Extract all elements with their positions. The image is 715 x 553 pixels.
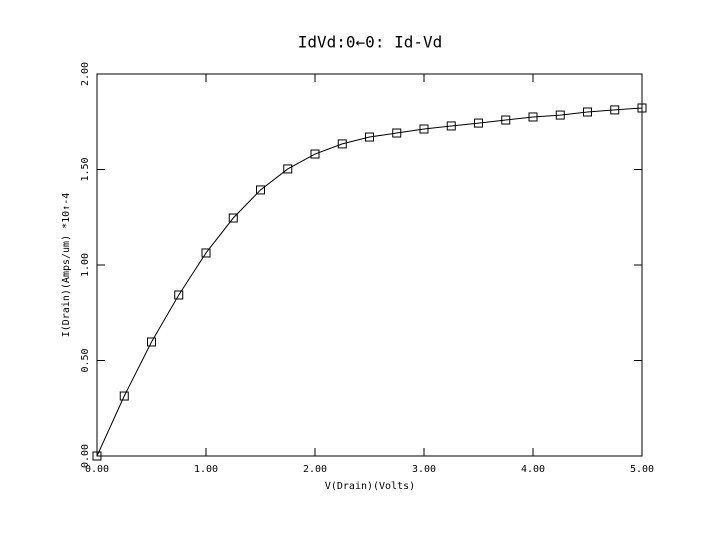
data-marker bbox=[583, 107, 592, 117]
x-tick-label: 2.00 bbox=[303, 464, 327, 475]
data-marker bbox=[419, 124, 429, 134]
data-marker bbox=[119, 391, 129, 401]
y-tick-label: 0.50 bbox=[80, 348, 91, 372]
data-marker bbox=[174, 290, 184, 300]
data-marker bbox=[365, 132, 374, 142]
data-marker bbox=[637, 103, 647, 113]
data-marker bbox=[201, 248, 211, 258]
data-marker bbox=[501, 115, 511, 125]
x-tick-label: 4.00 bbox=[521, 464, 545, 475]
x-tick-label: 1.00 bbox=[194, 464, 218, 475]
x-tick-label: 3.00 bbox=[412, 464, 436, 475]
data-marker bbox=[446, 121, 456, 131]
data-marker bbox=[610, 105, 620, 115]
data-marker bbox=[555, 110, 565, 120]
plot-frame bbox=[96, 73, 643, 457]
chart-title: IdVd:0←0: Id-Vd bbox=[298, 33, 443, 52]
data-line bbox=[96, 107, 643, 457]
x-tick-label: 5.00 bbox=[630, 464, 654, 475]
data-marker bbox=[528, 112, 538, 122]
y-axis-label: I(Drain)(Amps/um) *10↑-4 bbox=[61, 193, 72, 338]
data-marker bbox=[337, 139, 347, 149]
data-marker bbox=[92, 451, 102, 461]
data-marker bbox=[283, 164, 293, 174]
x-axis-label: V(Drain)(Volts) bbox=[325, 481, 415, 492]
y-tick-label: 0.00 bbox=[80, 444, 91, 468]
data-marker bbox=[474, 118, 483, 128]
y-tick-label: 1.00 bbox=[80, 253, 91, 277]
y-tick-label: 2.00 bbox=[80, 62, 91, 86]
data-marker bbox=[392, 128, 402, 138]
data-marker bbox=[256, 185, 265, 195]
data-marker bbox=[228, 213, 238, 223]
y-tick-label: 1.50 bbox=[80, 157, 91, 181]
data-marker bbox=[147, 337, 156, 347]
x-tick-label: 0.00 bbox=[85, 464, 109, 475]
data-marker bbox=[310, 149, 320, 159]
